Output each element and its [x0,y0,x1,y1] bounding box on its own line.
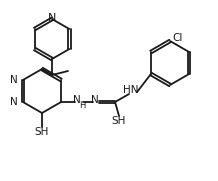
Text: N: N [48,13,56,23]
Text: N: N [91,95,99,105]
Text: N: N [10,97,18,107]
Text: Cl: Cl [172,33,182,43]
Text: H: H [79,100,85,110]
Text: SH: SH [112,116,126,126]
Text: SH: SH [35,127,49,137]
Text: N: N [73,95,81,105]
Text: N: N [10,75,18,85]
Text: HN: HN [123,85,139,95]
